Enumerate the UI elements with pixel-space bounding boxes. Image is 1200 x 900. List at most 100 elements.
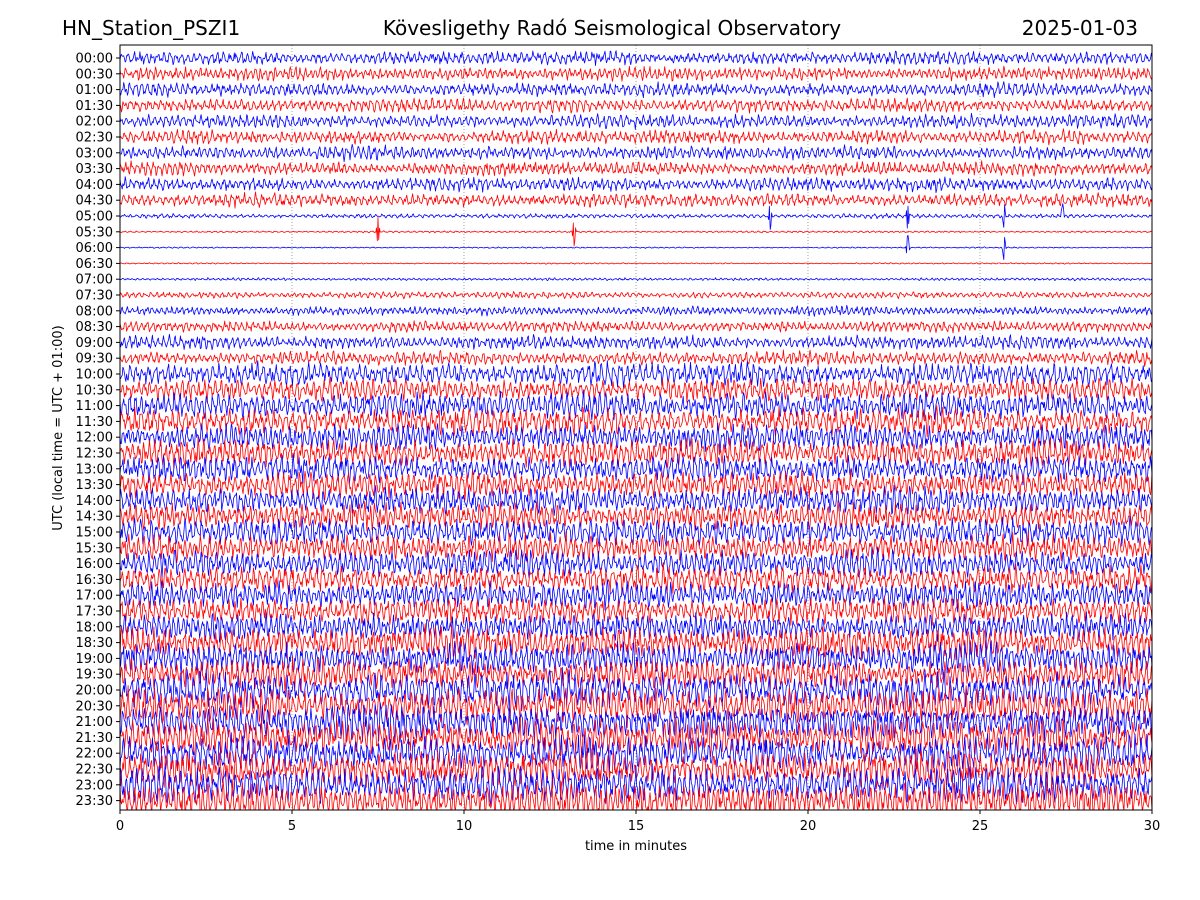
trace-row-0000 — [120, 50, 1152, 66]
y-tick-label: 23:30 — [76, 794, 113, 809]
y-tick-label: 03:30 — [76, 162, 113, 177]
trace-row-0800 — [120, 304, 1152, 317]
y-tick-label: 07:30 — [76, 289, 113, 304]
x-tick-label: 0 — [116, 819, 124, 834]
trace-row-0230 — [120, 128, 1152, 146]
trace-row-1300 — [120, 453, 1152, 486]
trace-row-1800 — [120, 611, 1152, 643]
y-tick-label: 13:30 — [76, 478, 113, 493]
y-tick-label: 07:00 — [76, 273, 113, 288]
trace-row-0630 — [120, 262, 1152, 265]
y-tick-label: 02:30 — [76, 131, 113, 146]
trace-row-2000 — [120, 666, 1152, 711]
y-tick-label: 19:00 — [76, 652, 113, 667]
x-tick-label: 20 — [800, 819, 817, 834]
y-tick-label: 01:30 — [76, 99, 113, 114]
y-tick-label: 12:00 — [76, 431, 113, 446]
trace-row-0430 — [120, 191, 1152, 209]
trace-row-1500 — [120, 515, 1152, 548]
x-tick-label: 25 — [972, 819, 989, 834]
y-tick-label: 15:00 — [76, 526, 113, 541]
x-axis-ticks: 0 5 10 15 20 25 30 — [116, 810, 1160, 834]
y-tick-label: 20:00 — [76, 684, 113, 699]
trace-row-0730 — [120, 291, 1152, 300]
y-tick-label: 09:30 — [76, 352, 113, 367]
trace-row-0600 — [120, 234, 1152, 260]
y-tick-label: 15:30 — [76, 541, 113, 556]
x-tick-label: 10 — [456, 819, 473, 834]
trace-row-0300 — [120, 143, 1152, 162]
trace-row-0100 — [120, 81, 1152, 99]
y-tick-label: 03:00 — [76, 146, 113, 161]
trace-row-0830 — [120, 320, 1152, 334]
y-tick-label: 04:00 — [76, 178, 113, 193]
y-tick-label: 14:30 — [76, 510, 113, 525]
y-tick-label: 06:30 — [76, 257, 113, 272]
y-tick-label: 08:00 — [76, 304, 113, 319]
y-tick-label: 11:00 — [76, 399, 113, 414]
y-tick-label: 12:30 — [76, 447, 113, 462]
y-tick-label: 09:00 — [76, 336, 113, 351]
y-tick-label: 00:30 — [76, 67, 113, 82]
y-axis-label: UTC (local time = UTC + 01:00) — [51, 325, 66, 530]
trace-row-0130 — [120, 97, 1152, 114]
y-tick-label: 02:00 — [76, 115, 113, 130]
x-axis-label: time in minutes — [585, 839, 687, 854]
trace-row-1030 — [120, 376, 1152, 403]
trace-row-0700 — [120, 277, 1152, 282]
y-tick-label: 18:30 — [76, 636, 113, 651]
seismic-traces — [120, 50, 1152, 810]
y-tick-label: 10:30 — [76, 383, 113, 398]
y-tick-label: 16:30 — [76, 573, 113, 588]
date-title: 2025-01-03 — [1022, 16, 1138, 40]
x-tick-label: 30 — [1144, 819, 1161, 834]
y-tick-label: 22:30 — [76, 763, 113, 778]
y-tick-label: 21:00 — [76, 715, 113, 730]
y-tick-label: 00:00 — [76, 52, 113, 67]
trace-row-2130 — [120, 717, 1152, 760]
y-tick-label: 05:00 — [76, 210, 113, 225]
y-tick-label: 05:30 — [76, 225, 113, 240]
trace-row-1730 — [120, 596, 1152, 626]
trace-row-0930 — [120, 349, 1152, 367]
y-tick-label: 23:00 — [76, 778, 113, 793]
y-tick-label: 20:30 — [76, 699, 113, 714]
y-tick-label: 06:00 — [76, 241, 113, 256]
observatory-title: Kövesligethy Radó Seismological Observat… — [383, 16, 841, 40]
y-tick-label: 18:00 — [76, 620, 113, 635]
trace-row-1530 — [120, 531, 1152, 564]
trace-row-0200 — [120, 112, 1152, 130]
y-tick-label: 22:00 — [76, 747, 113, 762]
x-tick-label: 15 — [628, 819, 645, 834]
trace-row-1200 — [120, 422, 1152, 453]
y-tick-label: 11:30 — [76, 415, 113, 430]
trace-row-0900 — [120, 333, 1152, 351]
trace-row-1830 — [120, 623, 1152, 662]
trace-row-1100 — [120, 389, 1152, 421]
y-tick-label: 21:30 — [76, 731, 113, 746]
trace-row-0030 — [120, 65, 1152, 82]
x-tick-label: 5 — [288, 819, 296, 834]
trace-row-0330 — [120, 160, 1152, 177]
trace-row-1130 — [120, 405, 1152, 438]
y-tick-label: 01:00 — [76, 83, 113, 98]
trace-row-2330 — [120, 779, 1152, 810]
y-tick-label: 10:00 — [76, 368, 113, 383]
trace-row-1000 — [120, 360, 1152, 389]
y-tick-label: 14:00 — [76, 494, 113, 509]
y-axis-ticks: 00:0000:3001:0001:3002:0002:3003:0003:30… — [76, 52, 120, 809]
y-tick-label: 17:30 — [76, 605, 113, 620]
trace-row-1930 — [120, 655, 1152, 694]
trace-row-0400 — [120, 176, 1152, 194]
trace-row-0530 — [120, 216, 1152, 247]
trace-row-1630 — [120, 562, 1152, 595]
trace-row-2030 — [120, 685, 1152, 729]
y-tick-label: 17:00 — [76, 589, 113, 604]
trace-row-1600 — [120, 546, 1152, 579]
y-tick-label: 19:30 — [76, 668, 113, 683]
trace-row-1430 — [120, 500, 1152, 532]
y-tick-label: 13:00 — [76, 462, 113, 477]
y-tick-label: 08:30 — [76, 320, 113, 335]
y-tick-label: 16:00 — [76, 557, 113, 572]
trace-row-2100 — [120, 702, 1152, 744]
